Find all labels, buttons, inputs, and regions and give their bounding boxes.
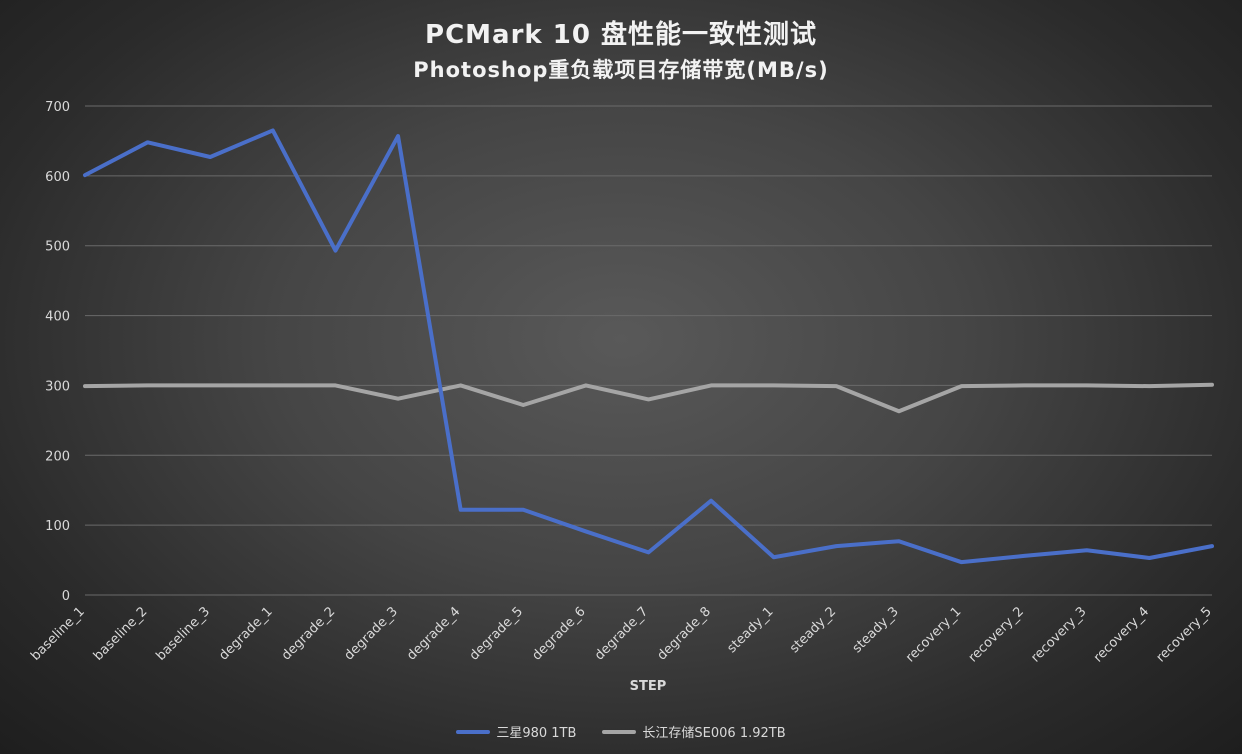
x-tick-label: degrade_5: [467, 604, 526, 663]
y-tick-label: 200: [45, 449, 70, 464]
legend-swatch: [602, 729, 637, 734]
y-tick-label: 500: [45, 240, 70, 255]
x-tick-label: degrade_4: [404, 604, 463, 663]
y-tick-label: 400: [45, 310, 70, 325]
x-axis-label: STEP: [630, 679, 667, 694]
y-tick-label: 300: [45, 379, 70, 394]
x-tick-label: recovery_3: [1028, 604, 1089, 665]
x-tick-label: recovery_2: [966, 604, 1027, 665]
x-tick-label: degrade_8: [655, 604, 714, 663]
series-line-1: [83, 382, 1214, 414]
x-tick-label: recovery_5: [1154, 604, 1215, 665]
x-tick-label: degrade_6: [529, 604, 588, 663]
legend-swatch: [456, 729, 491, 734]
chart-subtitle: Photoshop重负载项目存储带宽(MB/s): [413, 58, 829, 82]
chart-title: PCMark 10 盘性能一致性测试: [425, 20, 817, 50]
y-tick-label: 0: [62, 589, 70, 604]
x-tick-label: recovery_1: [903, 604, 964, 665]
x-tick-label: recovery_4: [1091, 604, 1152, 665]
y-tick-label: 100: [45, 519, 70, 534]
x-tick-label: baseline_1: [28, 604, 88, 664]
x-tick-label: steady_2: [787, 604, 839, 656]
x-tick-label: baseline_3: [153, 604, 213, 664]
x-tick-label: steady_1: [725, 604, 777, 656]
legend-label: 三星980 1TB: [496, 726, 577, 741]
x-tick-label: baseline_2: [91, 604, 151, 664]
legend-item-1: 长江存储SE006 1.92TB: [602, 722, 786, 741]
series-line-0: [83, 128, 1214, 565]
y-tick-label: 700: [45, 100, 70, 115]
y-tick-label: 600: [45, 170, 70, 185]
x-tick-label: degrade_1: [216, 604, 275, 663]
legend: 三星980 1TB 长江存储SE006 1.92TB: [0, 722, 1242, 741]
x-tick-label: degrade_7: [592, 604, 651, 663]
x-tick-label: degrade_3: [342, 604, 401, 663]
legend-item-0: 三星980 1TB: [456, 722, 576, 741]
legend-label: 长江存储SE006 1.92TB: [642, 726, 786, 741]
x-tick-label: degrade_2: [279, 604, 338, 663]
x-tick-label: steady_3: [850, 604, 902, 656]
